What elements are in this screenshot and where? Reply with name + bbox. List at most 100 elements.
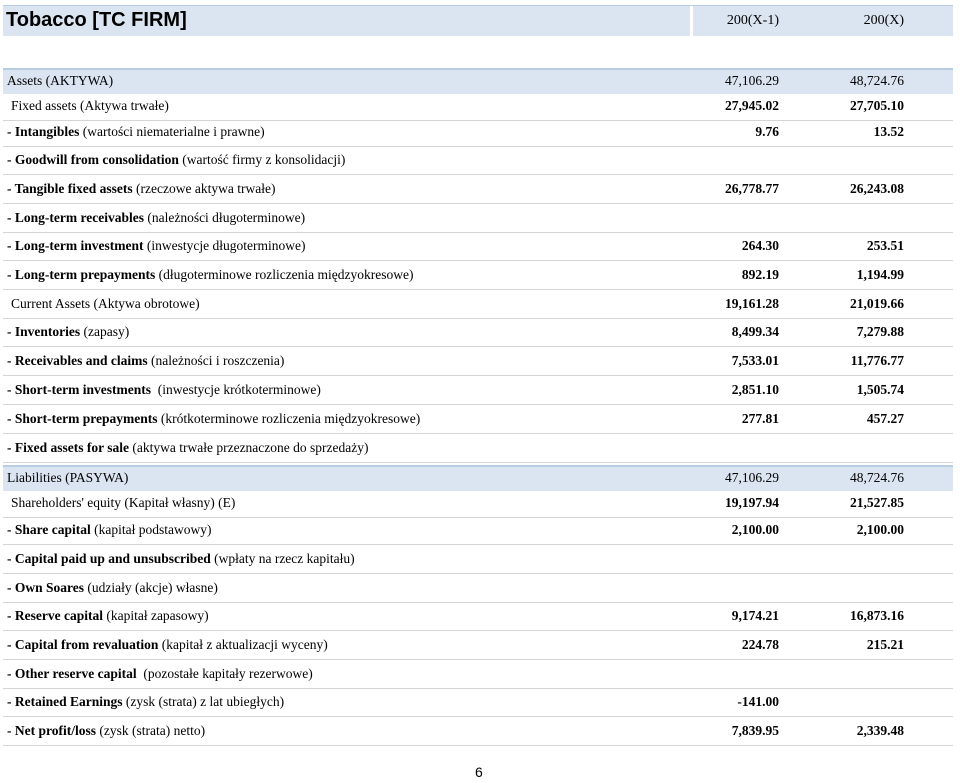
row-label-text: (wartość firmy z konsolidacji) <box>178 152 346 167</box>
table-row: - Inventories (zapasy) 8,499.34 7,279.88 <box>3 318 953 347</box>
value-prev-year: 2,100.00 <box>731 522 779 537</box>
row-label-term: Share capital <box>14 522 91 537</box>
value-current-year: 457.27 <box>866 411 904 426</box>
row-label-term: Net profit/loss <box>14 723 96 738</box>
row-label-text: (rzeczowe aktywa trwałe) <box>132 181 276 196</box>
row-dash: - <box>7 267 15 282</box>
row-dash: - <box>7 181 15 196</box>
row-label: - Fixed assets for sale (aktywa trwałe p… <box>7 440 369 456</box>
value-current-year: 27,705.10 <box>850 98 904 113</box>
column-header-prev-year: 200(X-1) <box>726 13 779 28</box>
row-dash: - <box>7 238 15 253</box>
row-label-term: Short-term investments <box>14 382 151 397</box>
value-prev-year: 47,106.29 <box>725 73 779 88</box>
value-current-year: 16,873.16 <box>850 608 904 623</box>
table-row: - Fixed assets for sale (aktywa trwałe p… <box>3 434 953 463</box>
row-label: - Capital paid up and unsubscribed (wpła… <box>7 551 355 567</box>
row-label-text: (inwestycje krótkoterminowe) <box>150 382 321 397</box>
row-label-term: Long-term receivables <box>14 210 144 225</box>
table-row: - Net profit/loss (zysk (strata) netto) 7… <box>3 717 953 746</box>
row-dash: - <box>7 723 15 738</box>
table-row: - Capital from revaluation (kapitał z ak… <box>3 631 953 660</box>
value-prev-year: 19,161.28 <box>725 296 779 311</box>
table-row: - Long-term prepayments (długoterminowe … <box>3 261 953 290</box>
table-row: - Own Soares (udziały (akcje) własne) <box>3 574 953 603</box>
table-row: - Long-term investment (inwestycje długo… <box>3 232 953 261</box>
row-dash: - <box>7 152 15 167</box>
row-label-text: (zysk (strata) z lat ubiegłych) <box>122 694 285 709</box>
table-header: Tobacco [TC FIRM] 200(X-1) 200(X) <box>3 5 953 36</box>
row-dash: - <box>7 694 15 709</box>
row-label-term: Goodwill from consolidation <box>14 152 179 167</box>
row-dash: - <box>7 411 15 426</box>
page-title: Tobacco [TC FIRM] <box>6 9 187 31</box>
table-row: - Receivables and claims (należności i r… <box>3 347 953 376</box>
row-label: - Short-term investments (inwestycje kró… <box>7 382 321 398</box>
value-prev-year: 264.30 <box>741 238 779 253</box>
table-row: - Goodwill from consolidation (wartość f… <box>3 146 953 175</box>
value-prev-year: 26,778.77 <box>725 181 779 196</box>
row-label-text: (kapitał zapasowy) <box>102 608 209 623</box>
value-current-year: 215.21 <box>866 637 904 652</box>
table-row: Fixed assets (Aktywa trwałe) 27,945.02 27,… <box>3 92 953 121</box>
value-prev-year: 27,945.02 <box>725 98 779 113</box>
row-label-text: (zapasy) <box>80 324 130 339</box>
column-separator <box>690 6 693 36</box>
table-row: Assets (AKTYWA) 47,106.29 48,724.76 <box>3 68 953 94</box>
row-label-text: (kapitał z aktualizacji wyceny) <box>158 637 328 652</box>
value-prev-year: 2,851.10 <box>731 382 779 397</box>
table-row: - Short-term investments (inwestycje kró… <box>3 376 953 405</box>
row-label: - Intangibles (wartości niematerialne i … <box>7 124 265 140</box>
value-current-year: 48,724.76 <box>850 470 904 485</box>
table-row: - Retained Earnings (zysk (strata) z lat… <box>3 688 953 717</box>
row-label-text: (kapitał podstawowy) <box>90 522 212 537</box>
value-prev-year: 277.81 <box>741 411 779 426</box>
value-current-year: 2,339.48 <box>856 723 904 738</box>
row-label: - Goodwill from consolidation (wartość f… <box>7 152 345 168</box>
row-label: Fixed assets (Aktywa trwałe) <box>11 98 169 114</box>
row-label: - Other reserve capital (pozostałe kapit… <box>7 666 313 682</box>
row-label-text: (wartości niematerialne i prawne) <box>79 124 265 139</box>
row-label-text: Assets (AKTYWA) <box>7 73 114 88</box>
value-current-year: 1,505.74 <box>856 382 904 397</box>
table-row: - Reserve capital (kapitał zapasowy) 9,17… <box>3 602 953 631</box>
row-label-text: Shareholders' equity (Kapitał własny) (E… <box>11 495 236 510</box>
value-prev-year: 9,174.21 <box>731 608 779 623</box>
row-dash: - <box>7 382 15 397</box>
row-label-term: Capital paid up and unsubscribed <box>14 551 211 566</box>
row-label-term: Long-term prepayments <box>14 267 156 282</box>
row-label: - Capital from revaluation (kapitał z ak… <box>7 637 328 653</box>
row-label: - Retained Earnings (zysk (strata) z lat… <box>7 694 284 710</box>
table-row: - Long-term receivables (należności dług… <box>3 204 953 233</box>
value-prev-year: 224.78 <box>741 637 779 652</box>
row-label: Current Assets (Aktywa obrotowe) <box>11 296 200 312</box>
row-label: Shareholders' equity (Kapitał własny) (E… <box>11 495 235 511</box>
row-label: - Long-term investment (inwestycje długo… <box>7 238 305 254</box>
row-label-text: (pozostałe kapitały rezerwowe) <box>136 666 313 681</box>
value-current-year: 21,019.66 <box>850 296 904 311</box>
value-current-year: 21,527.85 <box>850 495 904 510</box>
row-label-text: (wpłaty na rzecz kapitału) <box>210 551 355 566</box>
row-label: - Reserve capital (kapitał zapasowy) <box>7 608 209 624</box>
value-current-year: 7,279.88 <box>856 324 904 339</box>
column-header-current-year: 200(X) <box>863 13 904 28</box>
row-label-term: Reserve capital <box>14 608 103 623</box>
row-dash: - <box>7 124 15 139</box>
table-row: - Capital paid up and unsubscribed (wpła… <box>3 545 953 574</box>
row-label: - Long-term receivables (należności dług… <box>7 210 305 226</box>
row-label-text: (zysk (strata) netto) <box>96 723 206 738</box>
value-current-year: 13.52 <box>873 124 904 139</box>
value-current-year: 48,724.76 <box>850 73 904 88</box>
table-row: Current Assets (Aktywa obrotowe) 19,161.2… <box>3 290 953 319</box>
row-dash: - <box>7 551 15 566</box>
row-label-text: (długoterminowe rozliczenia międzyokreso… <box>155 267 414 282</box>
row-label-term: Receivables and claims <box>14 353 148 368</box>
row-label-term: Intangibles <box>14 124 80 139</box>
page-number: 6 <box>475 764 483 780</box>
row-label: - Short-term prepayments (krótkoterminow… <box>7 411 420 427</box>
value-current-year: 1,194.99 <box>856 267 904 282</box>
row-label-text: (inwestycje długoterminowe) <box>143 238 306 253</box>
value-prev-year: 892.19 <box>741 267 779 282</box>
row-dash: - <box>7 210 15 225</box>
table-row: - Share capital (kapitał podstawowy) 2,10… <box>3 516 953 545</box>
